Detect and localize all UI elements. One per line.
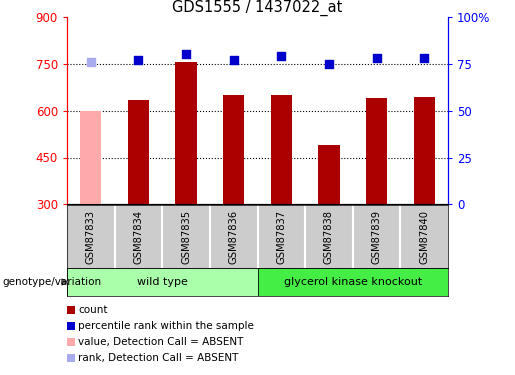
- Bar: [414, 97, 435, 204]
- Point: [325, 61, 333, 67]
- Bar: [366, 98, 387, 204]
- Point: [87, 59, 95, 65]
- Point: [277, 53, 285, 59]
- Bar: [67, 306, 75, 314]
- Point: [420, 55, 428, 61]
- Bar: [128, 100, 149, 204]
- Point: [230, 57, 238, 63]
- Text: GSM87838: GSM87838: [324, 210, 334, 264]
- Text: GSM87840: GSM87840: [419, 210, 429, 264]
- Text: rank, Detection Call = ABSENT: rank, Detection Call = ABSENT: [78, 353, 238, 363]
- Bar: [223, 95, 245, 204]
- Text: percentile rank within the sample: percentile rank within the sample: [78, 321, 254, 331]
- Text: GSM87835: GSM87835: [181, 210, 191, 264]
- Bar: [80, 111, 101, 204]
- Bar: [67, 268, 258, 296]
- Text: glycerol kinase knockout: glycerol kinase knockout: [284, 277, 422, 287]
- Text: wild type: wild type: [137, 277, 187, 287]
- Text: GSM87833: GSM87833: [86, 210, 96, 264]
- Text: value, Detection Call = ABSENT: value, Detection Call = ABSENT: [78, 337, 244, 347]
- Bar: [258, 268, 448, 296]
- Bar: [175, 62, 197, 204]
- Point: [134, 57, 143, 63]
- Bar: [67, 338, 75, 346]
- Bar: [67, 322, 75, 330]
- Text: GSM87834: GSM87834: [133, 210, 143, 264]
- Text: GSM87837: GSM87837: [277, 210, 286, 264]
- Bar: [67, 354, 75, 362]
- Bar: [270, 95, 292, 204]
- Point: [182, 51, 190, 57]
- Title: GDS1555 / 1437022_at: GDS1555 / 1437022_at: [173, 0, 342, 15]
- Bar: [318, 145, 340, 204]
- Text: count: count: [78, 305, 108, 315]
- Text: GSM87836: GSM87836: [229, 210, 238, 264]
- Point: [372, 55, 381, 61]
- Text: GSM87839: GSM87839: [372, 210, 382, 264]
- Text: genotype/variation: genotype/variation: [3, 277, 101, 287]
